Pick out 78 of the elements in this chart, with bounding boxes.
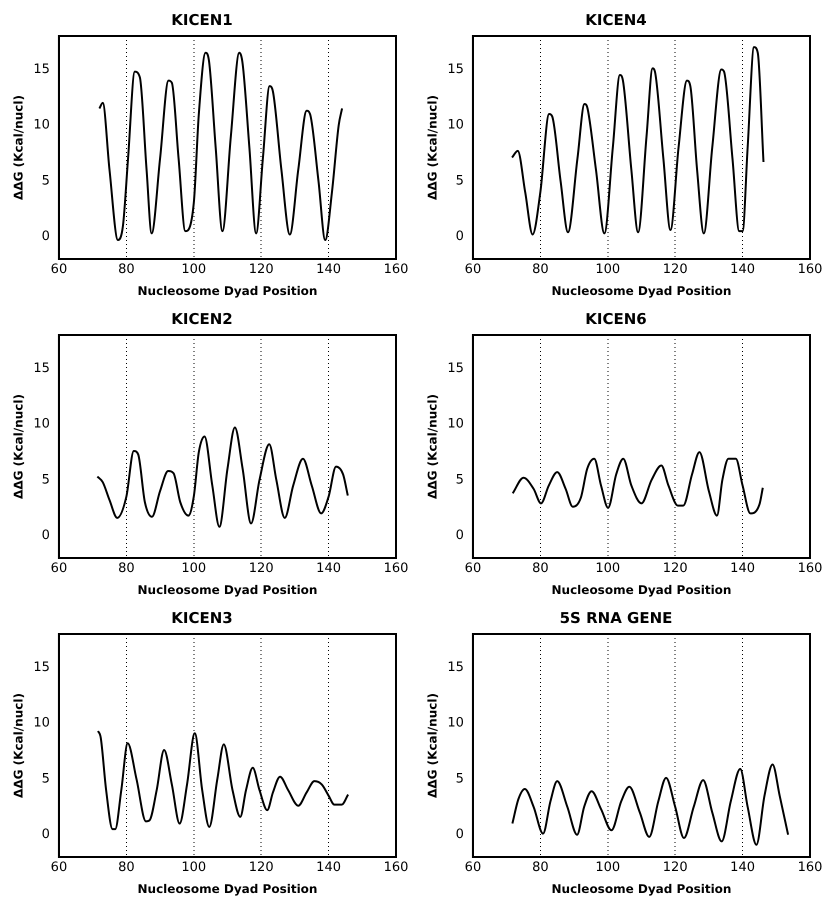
x-axis-title: Nucleosome Dyad Position [551, 284, 732, 298]
x-tick-label: 80 [118, 262, 135, 278]
x-tick-label: 120 [248, 262, 274, 278]
x-tick-label: 100 [181, 561, 206, 576]
y-tick-label: 15 [33, 660, 50, 675]
x-tick-label: 60 [464, 860, 482, 876]
y-tick-label: 5 [456, 771, 464, 786]
y-tick-label: 0 [42, 827, 50, 842]
y-tick-label: 0 [42, 229, 50, 244]
x-tick-label: 160 [384, 262, 408, 278]
y-tick-label: 10 [33, 716, 50, 731]
x-tick-label: 160 [384, 860, 408, 876]
x-tick-label: 140 [316, 262, 341, 278]
x-axis-title: Nucleosome Dyad Position [137, 582, 318, 597]
y-tick-label: 15 [33, 360, 50, 376]
x-tick-label: 80 [532, 262, 549, 278]
y-tick-label: 5 [456, 472, 464, 488]
x-tick-label: 160 [798, 262, 822, 278]
x-tick-label: 160 [384, 561, 408, 576]
y-axis-title: ΔΔG (Kcal/nucl) [11, 693, 26, 798]
x-tick-label: 140 [730, 860, 755, 876]
x-tick-label: 60 [50, 561, 68, 576]
chart-title: 5S RNA GENE [560, 608, 672, 627]
y-axis-title: ΔΔG (Kcal/nucl) [11, 95, 26, 200]
y-tick-label: 5 [42, 472, 50, 488]
chart-title: KICEN4 [585, 10, 647, 29]
chart-title: KICEN6 [585, 310, 647, 328]
x-tick-label: 100 [595, 262, 620, 278]
x-axis-title: Nucleosome Dyad Position [551, 882, 732, 896]
x-tick-label: 60 [50, 860, 68, 876]
x-tick-label: 120 [662, 561, 688, 576]
y-axis-title: ΔΔG (Kcal/nucl) [425, 693, 440, 798]
y-tick-label: 10 [33, 416, 50, 432]
y-tick-label: 5 [456, 173, 464, 188]
x-tick-label: 100 [181, 262, 206, 278]
y-tick-label: 15 [447, 360, 464, 376]
x-tick-label: 80 [532, 860, 549, 876]
x-axis-title: Nucleosome Dyad Position [137, 284, 318, 298]
x-tick-label: 160 [798, 860, 822, 876]
x-tick-label: 160 [798, 561, 822, 576]
x-tick-label: 100 [181, 860, 206, 876]
y-tick-label: 5 [42, 173, 50, 188]
x-tick-label: 60 [464, 561, 482, 576]
x-tick-label: 60 [50, 262, 68, 278]
y-tick-label: 10 [33, 118, 50, 133]
x-axis-title: Nucleosome Dyad Position [137, 882, 318, 896]
x-tick-label: 140 [730, 561, 755, 576]
y-tick-label: 0 [456, 827, 464, 842]
x-tick-label: 140 [316, 561, 341, 576]
y-tick-label: 0 [456, 528, 464, 544]
x-tick-label: 120 [248, 860, 274, 876]
y-tick-label: 10 [447, 416, 464, 432]
chart-title: KICEN1 [171, 10, 233, 29]
x-tick-label: 100 [595, 860, 620, 876]
y-axis-title: ΔΔG (Kcal/nucl) [425, 95, 440, 200]
y-tick-label: 0 [42, 528, 50, 544]
x-tick-label: 80 [118, 860, 135, 876]
x-tick-label: 140 [316, 860, 341, 876]
chart-title: KICEN3 [171, 608, 233, 627]
x-tick-label: 60 [464, 262, 482, 278]
y-tick-label: 15 [447, 62, 464, 77]
y-tick-label: 0 [456, 229, 464, 244]
x-tick-label: 120 [662, 860, 688, 876]
x-axis-title: Nucleosome Dyad Position [551, 582, 732, 597]
y-tick-label: 15 [447, 660, 464, 675]
y-tick-label: 10 [447, 716, 464, 731]
y-tick-label: 5 [42, 771, 50, 786]
x-tick-label: 80 [532, 561, 549, 576]
x-tick-label: 140 [730, 262, 755, 278]
x-tick-label: 80 [118, 561, 135, 576]
x-tick-label: 100 [595, 561, 620, 576]
y-tick-label: 10 [447, 118, 464, 133]
chart-title: KICEN2 [171, 310, 233, 328]
y-tick-label: 15 [33, 62, 50, 77]
x-tick-label: 120 [248, 561, 274, 576]
y-axis-title: ΔΔG (Kcal/nucl) [11, 394, 26, 499]
x-tick-label: 120 [662, 262, 688, 278]
y-axis-title: ΔΔG (Kcal/nucl) [425, 394, 440, 499]
